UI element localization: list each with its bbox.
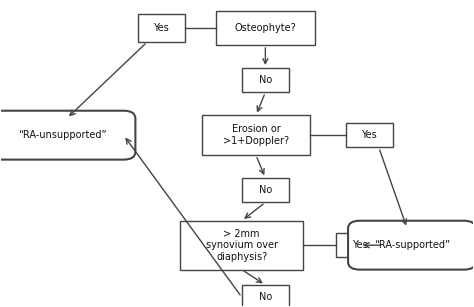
Text: Erosion or
>1+Doppler?: Erosion or >1+Doppler? [223,124,289,146]
Text: “RA-supported”: “RA-supported” [374,240,450,250]
FancyBboxPatch shape [0,111,136,160]
FancyBboxPatch shape [201,115,310,155]
FancyBboxPatch shape [242,68,289,92]
Text: “RA-unsupported”: “RA-unsupported” [18,130,107,140]
Text: > 2mm
synovium over
diaphysis?: > 2mm synovium over diaphysis? [206,229,278,262]
Text: Yes: Yes [154,23,169,33]
Text: Osteophyte?: Osteophyte? [235,23,296,33]
Text: No: No [259,75,272,85]
FancyBboxPatch shape [348,221,474,270]
FancyBboxPatch shape [336,233,383,257]
FancyBboxPatch shape [180,221,303,270]
Text: No: No [259,292,272,302]
FancyBboxPatch shape [242,285,289,307]
FancyBboxPatch shape [346,123,393,147]
FancyBboxPatch shape [216,11,315,45]
Text: No: No [259,185,272,195]
Text: Yes: Yes [352,240,368,250]
Text: Yes: Yes [362,130,377,140]
FancyBboxPatch shape [138,14,185,42]
FancyBboxPatch shape [242,178,289,202]
